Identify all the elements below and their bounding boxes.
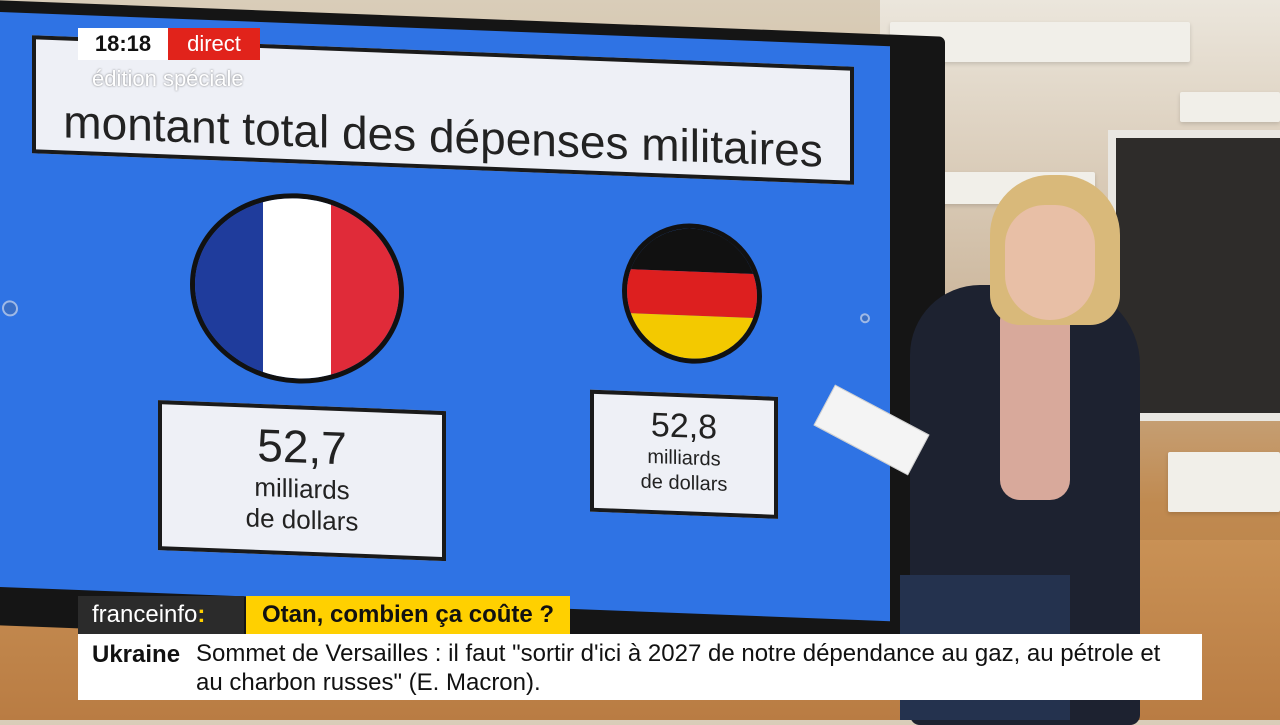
- clock: 18:18: [78, 28, 168, 60]
- screen-handle-left[interactable]: [2, 300, 18, 317]
- france-value-panel: 52,7 milliards de dollars: [158, 400, 446, 562]
- live-badge: direct: [168, 28, 260, 60]
- ticker-text: Sommet de Versailles : il faut "sortir d…: [196, 640, 1161, 696]
- studio-beam: [1180, 92, 1280, 122]
- channel-colon: :: [197, 601, 206, 628]
- channel-logo: franceinfo:: [78, 596, 244, 634]
- flag-stripe: [331, 199, 399, 383]
- edition-label: édition spéciale: [92, 66, 244, 91]
- touch-display[interactable]: montant total des dépenses militaires 52…: [0, 12, 890, 622]
- flag-stripe: [627, 226, 757, 275]
- flag-stripe: [627, 269, 757, 318]
- flag-germany-icon: [622, 220, 762, 367]
- germany-value: 52,8: [650, 406, 718, 447]
- germany-value-panel: 52,8 milliards de dollars: [590, 389, 778, 519]
- news-ticker: Ukraine Sommet de Versailles : il faut "…: [78, 634, 1202, 700]
- studio-beam: [1168, 452, 1280, 512]
- screen-title: montant total des dépenses militaires: [63, 95, 823, 177]
- headline: Otan, combien ça coûte ?: [246, 596, 571, 634]
- flag-stripe: [263, 197, 331, 380]
- channel-name: franceinfo: [92, 601, 198, 628]
- flag-stripe: [195, 194, 263, 378]
- ticker-tag: Ukraine: [92, 641, 181, 668]
- flag-france-icon: [190, 189, 404, 388]
- presenter-blouse: [1000, 300, 1070, 500]
- screen-handle-right[interactable]: [860, 313, 870, 324]
- presenter-face: [1005, 205, 1095, 320]
- flag-stripe: [627, 312, 757, 362]
